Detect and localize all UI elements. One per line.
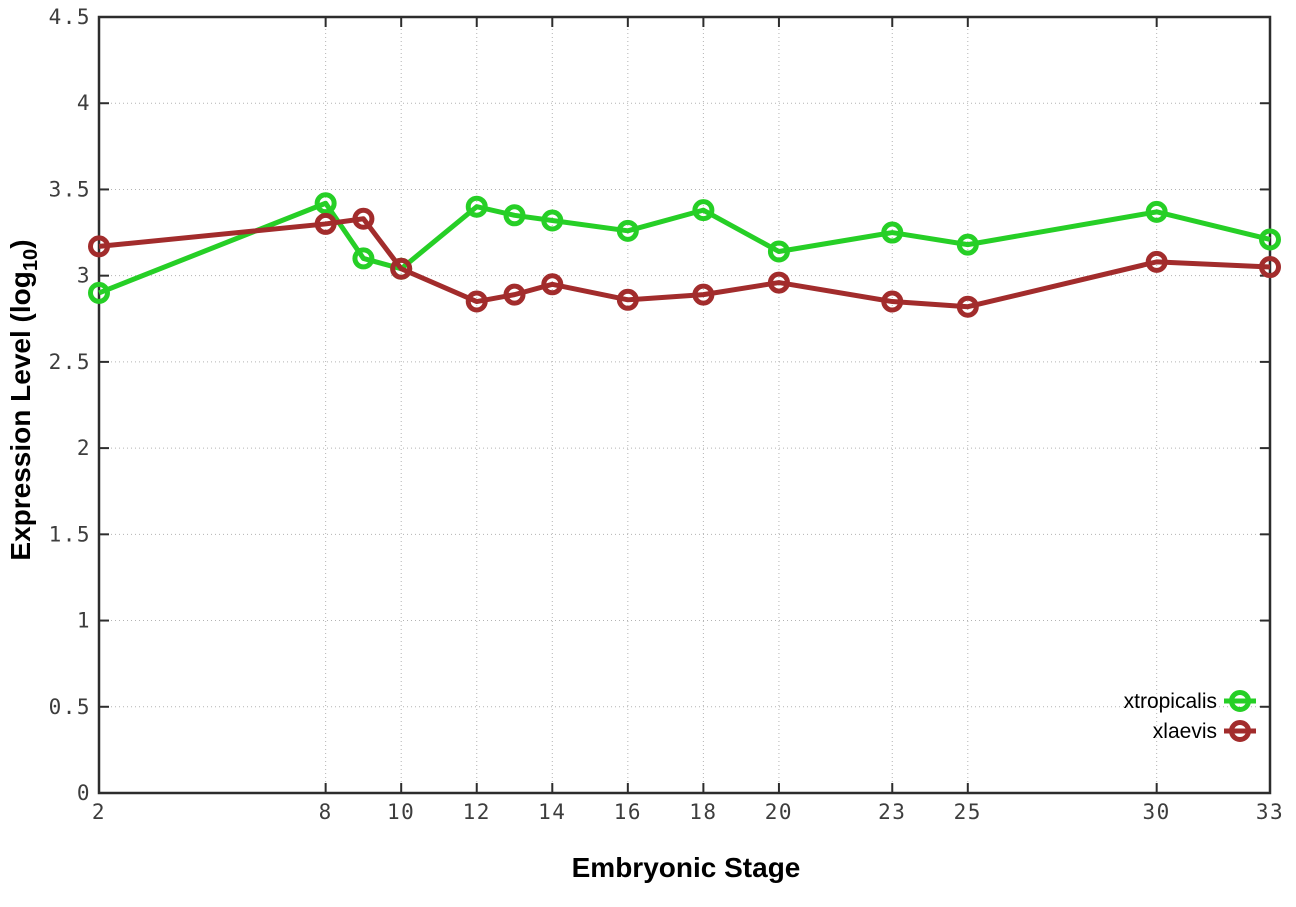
x-tick-label: 30 [1143,800,1171,824]
y-axis-title: Expression Level (log10) [5,239,43,560]
series-line-xtropicalis [98,200,1271,296]
y-tick-label: 4.5 [49,5,91,29]
data-point-xlaevis [541,273,564,296]
data-point-xlaevis [767,271,790,294]
y-axis-title-prefix: Expression Level (log [5,271,37,561]
data-point-xlaevis [1145,250,1168,273]
y-tick-label: 0.5 [49,695,91,719]
y-axis-title-suffix: ) [5,239,37,249]
legend-sample-marker [1229,720,1251,742]
x-tick-label: 33 [1256,800,1284,824]
y-tick-label: 2 [77,436,91,460]
x-tick-label: 14 [538,800,566,824]
data-point-xtropicalis [616,219,639,242]
y-tick-label: 2.5 [49,350,91,374]
y-tick-label: 0 [77,781,91,805]
x-tick-label: 12 [463,800,491,824]
data-point-xtropicalis [956,233,979,256]
data-point-xtropicalis [767,240,790,263]
x-tick-label: 18 [689,800,717,824]
data-point-xlaevis [692,283,715,306]
y-tick-label: 3.5 [49,177,91,201]
data-point-xlaevis [881,290,904,313]
x-axis-title: Embryonic Stage [571,852,801,883]
legend-label: xtropicalis [1124,690,1217,713]
y-tick-label: 4 [77,91,91,115]
data-point-xtropicalis [881,221,904,244]
series-line-xlaevis [98,216,1271,310]
data-point-xtropicalis [314,192,337,215]
x-tick-label: 8 [319,800,333,824]
x-tick-label: 10 [387,800,415,824]
x-tick-label: 25 [954,800,982,824]
y-axis-title-subscript: 10 [19,248,42,272]
x-tick-label: 16 [614,800,642,824]
data-point-xlaevis [465,290,488,313]
data-point-xtropicalis [1145,200,1168,223]
data-point-xlaevis [503,283,526,306]
data-point-xlaevis [1259,256,1281,279]
data-point-xlaevis [314,212,337,235]
legend-sample-marker [1229,690,1251,712]
legend-entry-xtropicalis: xtropicalis [1124,690,1256,713]
plot-border [97,15,1272,795]
x-tick-label: 20 [765,800,793,824]
data-point-xlaevis [390,257,413,280]
x-tick-label: 2 [92,800,106,824]
data-point-xtropicalis [465,195,488,218]
legend-entry-xlaevis: xlaevis [1153,720,1256,743]
data-point-xtropicalis [1259,228,1281,251]
data-point-xlaevis [616,288,639,311]
data-point-xtropicalis [541,209,564,232]
legend-label: xlaevis [1153,720,1217,743]
data-point-xlaevis [352,207,375,230]
data-point-xlaevis [88,235,110,258]
y-tick-label: 1 [77,609,91,633]
data-point-xtropicalis [88,281,110,304]
y-tick-label: 1.5 [49,522,91,546]
x-tick-label: 23 [878,800,906,824]
data-point-xtropicalis [503,204,526,227]
data-point-xtropicalis [352,247,375,270]
data-point-xlaevis [956,295,979,318]
y-tick-label: 3 [77,264,91,288]
data-point-xtropicalis [692,199,715,222]
